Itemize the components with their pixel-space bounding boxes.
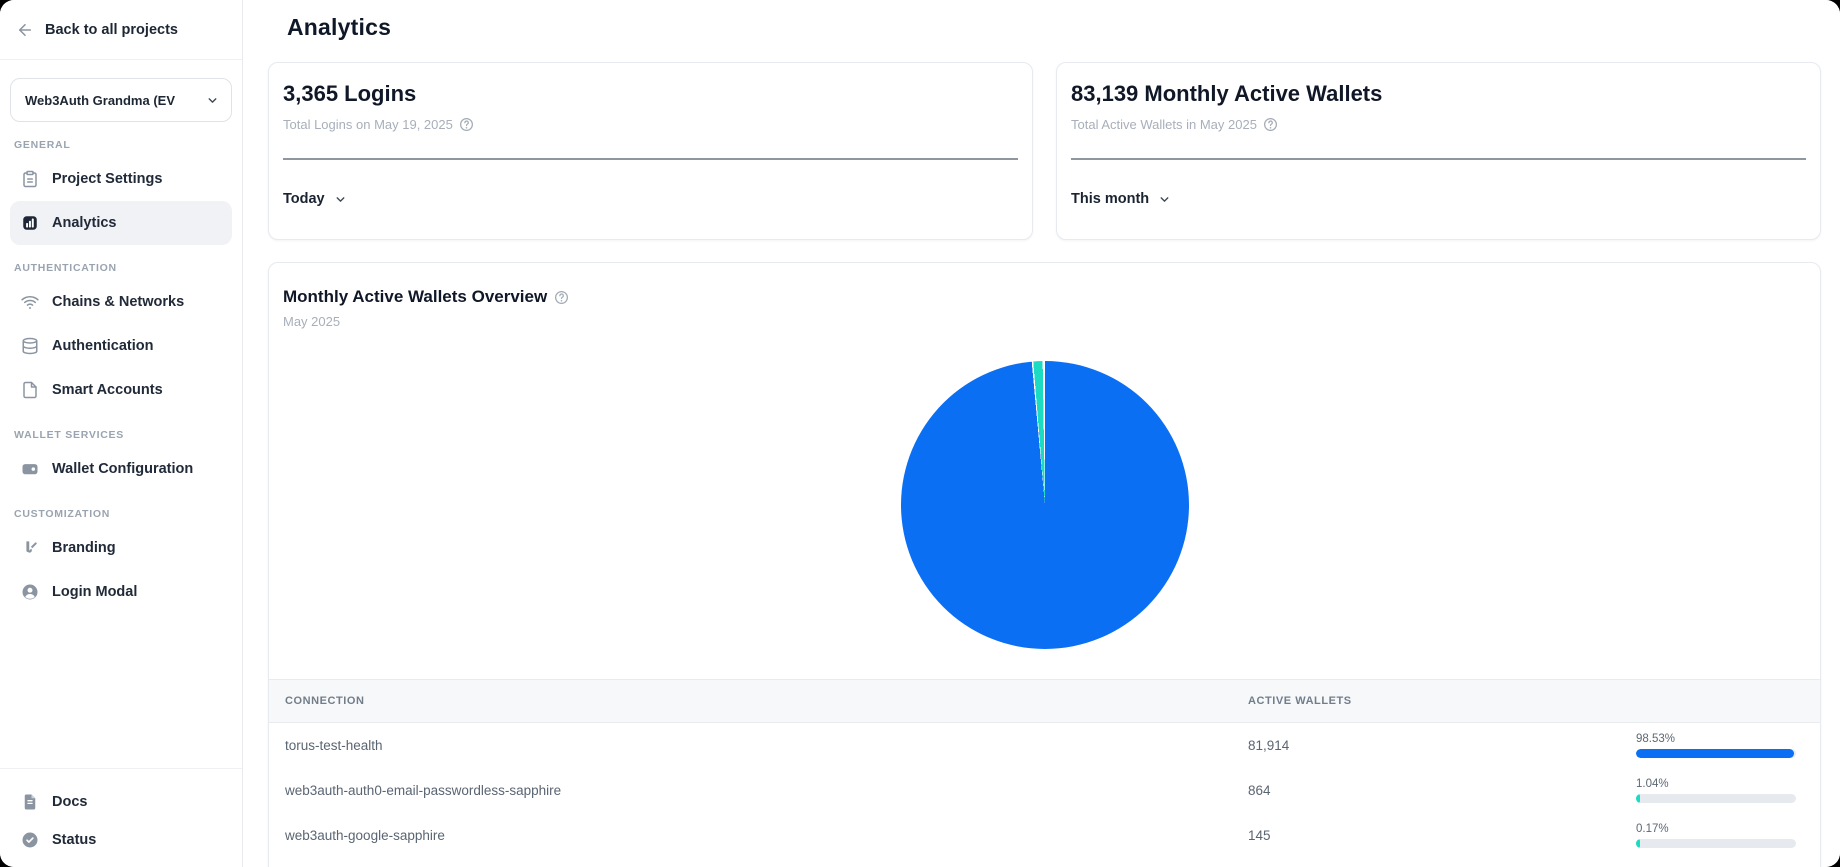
share-cell: 98.53% bbox=[1636, 733, 1820, 758]
doc-icon bbox=[21, 793, 39, 811]
percentage-label: 0.17% bbox=[1636, 823, 1669, 835]
chevron-down-icon bbox=[334, 193, 347, 206]
divider bbox=[1071, 158, 1806, 160]
sidebar-item-label: Smart Accounts bbox=[52, 382, 163, 398]
sidebar-item-label: Analytics bbox=[52, 215, 117, 231]
sidebar-item-wallet-configuration[interactable]: Wallet Configuration bbox=[10, 447, 232, 491]
table-row: web3auth-auth0-email-passwordless-sapphi… bbox=[269, 768, 1820, 813]
connection-name: web3auth-google-sapphire bbox=[285, 828, 445, 843]
wallets-subtitle: Total Active Wallets in May 2025 bbox=[1071, 117, 1257, 132]
sidebar-item-analytics[interactable]: Analytics bbox=[10, 201, 232, 245]
percentage-label: 98.53% bbox=[1636, 733, 1676, 745]
project-selector[interactable]: Web3Auth Grandma (EV bbox=[10, 78, 232, 122]
sidebar-item-branding[interactable]: Branding bbox=[10, 526, 232, 570]
overview-header: Monthly Active Wallets Overview May 2025 bbox=[269, 287, 1820, 329]
logins-range-selector[interactable]: Today bbox=[283, 191, 347, 207]
database-icon bbox=[21, 337, 39, 355]
wallets-range-selector[interactable]: This month bbox=[1071, 191, 1171, 207]
wallets-headline: 83,139 Monthly Active Wallets bbox=[1071, 81, 1383, 106]
check-circle-icon bbox=[21, 831, 39, 849]
overview-subtitle: May 2025 bbox=[283, 314, 341, 329]
wallet-icon bbox=[21, 460, 39, 478]
file-icon bbox=[21, 381, 39, 399]
brush-icon bbox=[21, 539, 39, 557]
sidebar-item-label: Authentication bbox=[52, 338, 154, 354]
progress-bar-fill bbox=[1636, 794, 1640, 803]
sidebar-item-label: Status bbox=[52, 832, 97, 848]
sidebar-item-status[interactable]: Status bbox=[10, 821, 232, 859]
share-cell: 0.17% bbox=[1636, 823, 1820, 848]
divider bbox=[283, 158, 1018, 160]
nav-section-label-wallet-services: WALLET SERVICES bbox=[14, 429, 125, 441]
sidebar-item-login-modal[interactable]: Login Modal bbox=[10, 570, 232, 614]
connection-name: web3auth-auth0-email-passwordless-sapphi… bbox=[285, 783, 562, 798]
clipboard-icon bbox=[21, 170, 39, 188]
range-label: This month bbox=[1071, 191, 1150, 207]
progress-bar bbox=[1636, 749, 1796, 758]
sidebar-footer: Docs Status bbox=[0, 768, 242, 867]
help-icon[interactable] bbox=[459, 117, 474, 132]
progress-bar bbox=[1636, 794, 1796, 803]
range-label: Today bbox=[283, 191, 325, 207]
nav-section-label-authentication: AUTHENTICATION bbox=[14, 262, 117, 274]
overview-title: Monthly Active Wallets Overview bbox=[283, 287, 548, 306]
sidebar-item-docs[interactable]: Docs bbox=[10, 783, 232, 821]
sidebar-item-chains-networks[interactable]: Chains & Networks bbox=[10, 280, 232, 324]
table-header: CONNECTION ACTIVE WALLETS bbox=[269, 679, 1820, 723]
pie-chart bbox=[900, 361, 1189, 649]
wifi-icon bbox=[21, 293, 39, 311]
sidebar-nav: GENERAL Project Settings Analytics AUTHENTI… bbox=[0, 122, 242, 614]
project-selector-label: Web3Auth Grandma (EV bbox=[25, 92, 176, 108]
sidebar-item-label: Branding bbox=[52, 540, 116, 556]
sidebar-item-label: Project Settings bbox=[52, 171, 163, 187]
arrow-left-icon bbox=[16, 21, 34, 39]
sidebar-item-label: Chains & Networks bbox=[52, 294, 185, 310]
table-row: torus-test-health 81,914 98.53% bbox=[269, 723, 1820, 768]
sidebar: Back to all projects Web3Auth Grandma (E… bbox=[0, 0, 243, 867]
progress-bar-fill bbox=[1636, 839, 1640, 848]
logins-subtitle: Total Logins on May 19, 2025 bbox=[283, 117, 453, 132]
user-circle-icon bbox=[21, 583, 39, 601]
active-wallets-value: 864 bbox=[1248, 783, 1271, 798]
progress-bar-fill bbox=[1636, 749, 1794, 758]
sidebar-item-smart-accounts[interactable]: Smart Accounts bbox=[10, 368, 232, 412]
stat-cards-row: 3,365 Logins Total Logins on May 19, 202… bbox=[268, 62, 1821, 240]
logins-headline: 3,365 Logins bbox=[283, 81, 417, 106]
progress-bar bbox=[1636, 839, 1796, 848]
main-content: Analytics 3,365 Logins Total Logins on M… bbox=[243, 0, 1840, 867]
connections-table: CONNECTION ACTIVE WALLETS torus-test-hea… bbox=[269, 679, 1820, 858]
chevron-down-icon bbox=[1158, 193, 1171, 206]
sidebar-item-label: Login Modal bbox=[52, 584, 138, 600]
connection-name: torus-test-health bbox=[285, 738, 383, 753]
wallets-stat-card: 83,139 Monthly Active Wallets Total Acti… bbox=[1056, 62, 1821, 240]
table-row: web3auth-google-sapphire 145 0.17% bbox=[269, 813, 1820, 858]
help-icon[interactable] bbox=[1263, 117, 1278, 132]
column-header-active-wallets: ACTIVE WALLETS bbox=[1248, 695, 1352, 707]
sidebar-item-label: Docs bbox=[52, 794, 88, 810]
back-to-projects-link[interactable]: Back to all projects bbox=[0, 0, 242, 60]
sidebar-item-project-settings[interactable]: Project Settings bbox=[10, 157, 232, 201]
active-wallets-value: 81,914 bbox=[1248, 738, 1290, 753]
overview-card: Monthly Active Wallets Overview May 2025… bbox=[268, 262, 1821, 867]
column-header-connection: CONNECTION bbox=[285, 695, 365, 707]
share-cell: 1.04% bbox=[1636, 778, 1820, 803]
bar-chart-icon bbox=[21, 214, 39, 232]
sidebar-item-label: Wallet Configuration bbox=[52, 461, 194, 477]
nav-section-label-general: GENERAL bbox=[14, 139, 71, 151]
page-title: Analytics bbox=[287, 14, 392, 40]
help-icon[interactable] bbox=[554, 290, 569, 305]
back-to-projects-label: Back to all projects bbox=[45, 21, 178, 38]
sidebar-item-authentication[interactable]: Authentication bbox=[10, 324, 232, 368]
nav-section-label-customization: CUSTOMIZATION bbox=[14, 508, 111, 520]
chevron-down-icon bbox=[206, 94, 219, 107]
percentage-label: 1.04% bbox=[1636, 778, 1669, 790]
active-wallets-value: 145 bbox=[1248, 828, 1271, 843]
table-body: torus-test-health 81,914 98.53% web3auth-au… bbox=[269, 723, 1820, 858]
logins-stat-card: 3,365 Logins Total Logins on May 19, 202… bbox=[268, 62, 1033, 240]
